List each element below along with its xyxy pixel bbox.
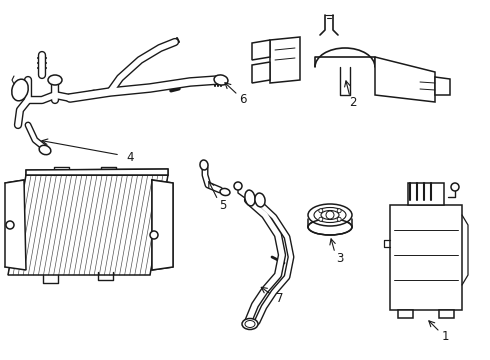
Polygon shape (375, 57, 435, 102)
Circle shape (319, 209, 323, 213)
Circle shape (150, 231, 158, 239)
Ellipse shape (214, 75, 228, 85)
Circle shape (326, 211, 334, 219)
Ellipse shape (308, 219, 352, 235)
Bar (439, 310, 454, 318)
Ellipse shape (12, 79, 28, 101)
Text: 6: 6 (239, 93, 247, 105)
Circle shape (337, 209, 341, 213)
Text: 7: 7 (276, 292, 284, 305)
Bar (398, 310, 413, 318)
Circle shape (234, 182, 242, 190)
Polygon shape (270, 37, 300, 83)
Bar (408, 183, 444, 205)
Text: 4: 4 (126, 150, 134, 163)
Ellipse shape (48, 75, 62, 85)
Ellipse shape (245, 320, 255, 328)
Polygon shape (152, 180, 173, 270)
Polygon shape (252, 40, 270, 60)
Circle shape (6, 221, 14, 229)
Ellipse shape (39, 145, 51, 155)
Text: 3: 3 (336, 252, 343, 265)
Polygon shape (26, 169, 168, 175)
Circle shape (451, 183, 459, 191)
Ellipse shape (220, 188, 230, 195)
Circle shape (319, 217, 323, 221)
Ellipse shape (308, 204, 352, 226)
Ellipse shape (200, 160, 208, 170)
Polygon shape (5, 180, 26, 270)
Ellipse shape (321, 211, 339, 220)
Polygon shape (252, 62, 270, 83)
Ellipse shape (242, 319, 258, 329)
Ellipse shape (245, 190, 255, 206)
Polygon shape (435, 77, 450, 95)
Bar (390, 205, 462, 310)
Ellipse shape (314, 207, 346, 222)
Text: 1: 1 (441, 329, 449, 342)
Text: 2: 2 (349, 95, 357, 108)
Circle shape (337, 217, 341, 221)
Text: 5: 5 (220, 198, 227, 212)
Ellipse shape (255, 193, 265, 207)
